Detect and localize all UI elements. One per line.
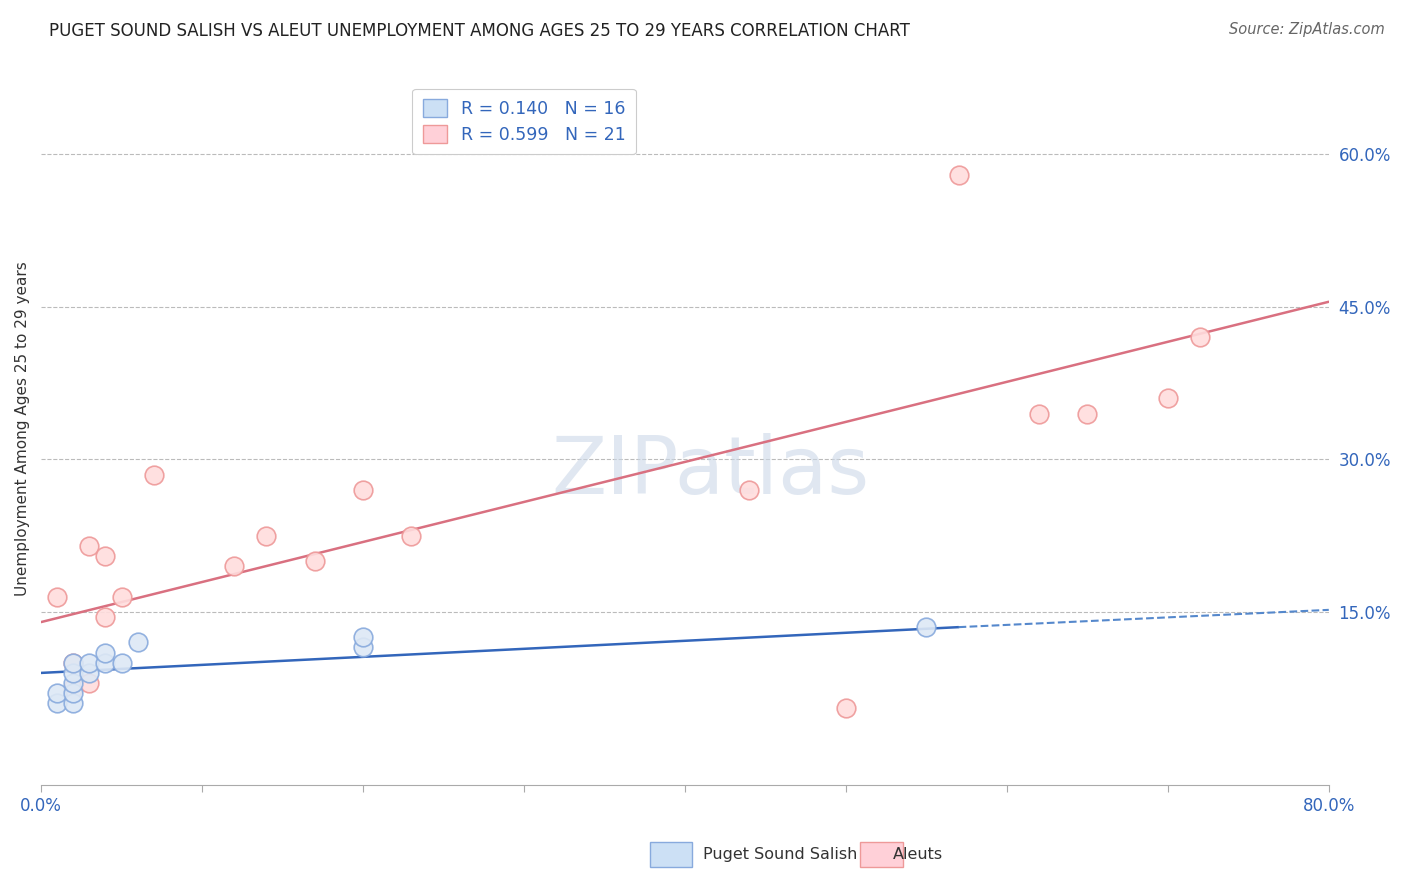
Point <box>62 686 84 700</box>
Y-axis label: Unemployment Among Ages 25 to 29 years: Unemployment Among Ages 25 to 29 years <box>15 261 30 596</box>
Point <box>401 528 423 542</box>
Point <box>79 676 101 690</box>
Point <box>835 701 858 715</box>
Text: Source: ZipAtlas.com: Source: ZipAtlas.com <box>1229 22 1385 37</box>
Point <box>94 610 117 624</box>
Point <box>142 467 165 482</box>
Point <box>352 640 374 655</box>
Point <box>352 483 374 497</box>
Point <box>1188 330 1211 344</box>
Point <box>62 676 84 690</box>
Point <box>46 686 69 700</box>
Point <box>110 590 132 604</box>
Text: Aleuts: Aleuts <box>893 847 943 862</box>
Point <box>948 168 970 182</box>
Point <box>62 656 84 670</box>
Point <box>94 549 117 563</box>
Point <box>62 665 84 680</box>
Text: PUGET SOUND SALISH VS ALEUT UNEMPLOYMENT AMONG AGES 25 TO 29 YEARS CORRELATION C: PUGET SOUND SALISH VS ALEUT UNEMPLOYMENT… <box>49 22 910 40</box>
Point <box>1157 392 1180 406</box>
Text: ZIPatlas: ZIPatlas <box>551 433 870 510</box>
Point <box>94 646 117 660</box>
Point <box>352 630 374 644</box>
Point <box>224 559 246 574</box>
Point <box>79 539 101 553</box>
Point <box>738 483 761 497</box>
Point <box>62 681 84 695</box>
Point <box>79 665 101 680</box>
Point <box>915 620 938 634</box>
Point <box>94 656 117 670</box>
Legend: R = 0.140   N = 16, R = 0.599   N = 21: R = 0.140 N = 16, R = 0.599 N = 21 <box>412 89 636 154</box>
Point <box>62 656 84 670</box>
Point <box>62 697 84 711</box>
Point <box>256 528 278 542</box>
Point <box>110 656 132 670</box>
Point <box>1076 407 1098 421</box>
Text: Puget Sound Salish: Puget Sound Salish <box>703 847 858 862</box>
Point <box>46 590 69 604</box>
Point <box>79 656 101 670</box>
Point <box>46 697 69 711</box>
Point <box>1028 407 1050 421</box>
Point <box>304 554 326 568</box>
Point <box>127 635 149 649</box>
